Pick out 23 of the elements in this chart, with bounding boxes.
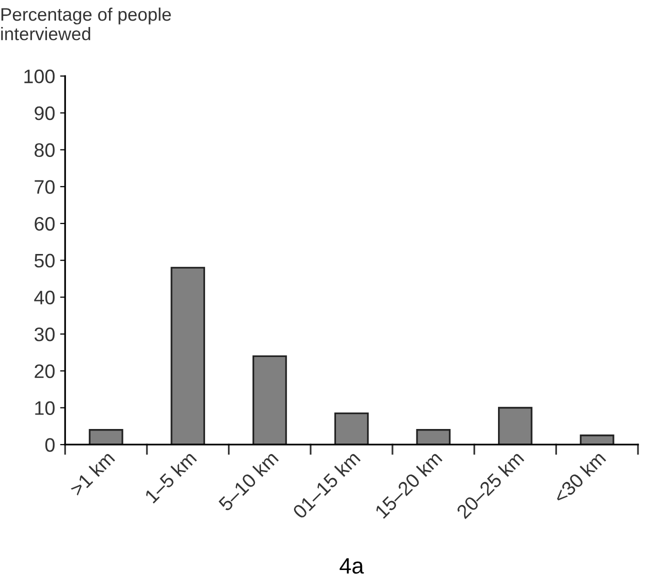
y-tick-label: 80 [34,143,55,157]
bar [334,412,369,445]
bar [88,429,124,445]
x-tick-label: <30 km [552,450,606,504]
bar [252,355,287,445]
x-axis-title: 4a [340,558,364,574]
y-tick-label: 100 [24,70,55,84]
x-tick-label: 1–5 km [144,450,198,504]
y-tick-label: 60 [34,216,55,231]
bar [170,266,206,445]
bar [498,406,532,445]
y-tick-label: 90 [34,106,55,120]
x-tick-label: >1 km [68,450,116,497]
y-tick-label: 10 [35,401,55,415]
y-tick-label: 40 [34,290,55,304]
y-tick-label: 30 [34,328,55,342]
y-tick-label: 50 [34,254,55,268]
bar [580,434,614,445]
y-tick-label: 70 [34,180,55,194]
y-tick-label: 0 [45,438,55,452]
y-tick-label: 20 [34,364,55,378]
y-axis-title: Percentage of people interviewed [1,8,171,40]
bar [416,429,451,445]
